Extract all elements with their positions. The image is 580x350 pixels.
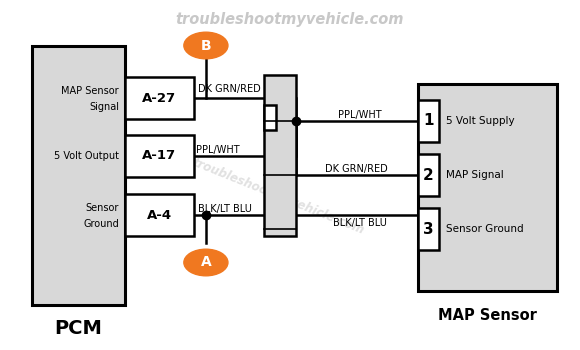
Text: MAP Sensor: MAP Sensor [438,308,536,322]
Text: DK GRN/RED: DK GRN/RED [198,84,260,94]
Bar [418,208,439,250]
Text: troubleshootmyvehicle.com: troubleshootmyvehicle.com [176,12,404,27]
Text: BLK/LT BLU: BLK/LT BLU [333,218,386,228]
Text: Ground: Ground [83,219,119,229]
Bar [125,135,194,177]
Text: DK GRN/RED: DK GRN/RED [325,164,388,174]
Text: PPL/WHT: PPL/WHT [338,110,382,120]
Circle shape [184,32,228,59]
Bar [418,154,439,196]
Text: Sensor Ground: Sensor Ground [446,224,524,234]
Text: Signal: Signal [89,102,119,112]
Text: PPL/WHT: PPL/WHT [195,145,240,155]
Text: MAP Signal: MAP Signal [446,170,504,180]
Text: 5 Volt Supply: 5 Volt Supply [446,116,514,126]
Bar [32,46,125,304]
Text: B: B [201,38,211,52]
Bar [264,105,276,130]
Text: troubleshootmyvehicle.com: troubleshootmyvehicle.com [191,155,366,237]
Bar [125,77,194,119]
Text: Sensor: Sensor [85,203,119,213]
Circle shape [184,249,228,276]
Text: 2: 2 [423,168,434,182]
Text: 5 Volt Output: 5 Volt Output [54,151,119,161]
Bar [264,75,296,236]
Text: A-4: A-4 [147,209,172,222]
Text: A-17: A-17 [143,149,176,162]
Text: PCM: PCM [55,320,102,338]
Bar [125,194,194,236]
Bar [418,84,557,290]
Text: BLK/LT BLU: BLK/LT BLU [198,204,252,214]
Bar [418,100,439,142]
Text: 1: 1 [423,113,434,128]
Text: A: A [201,256,211,270]
Text: 3: 3 [423,222,434,237]
Text: MAP Sensor: MAP Sensor [61,86,119,96]
Text: A-27: A-27 [143,91,176,105]
